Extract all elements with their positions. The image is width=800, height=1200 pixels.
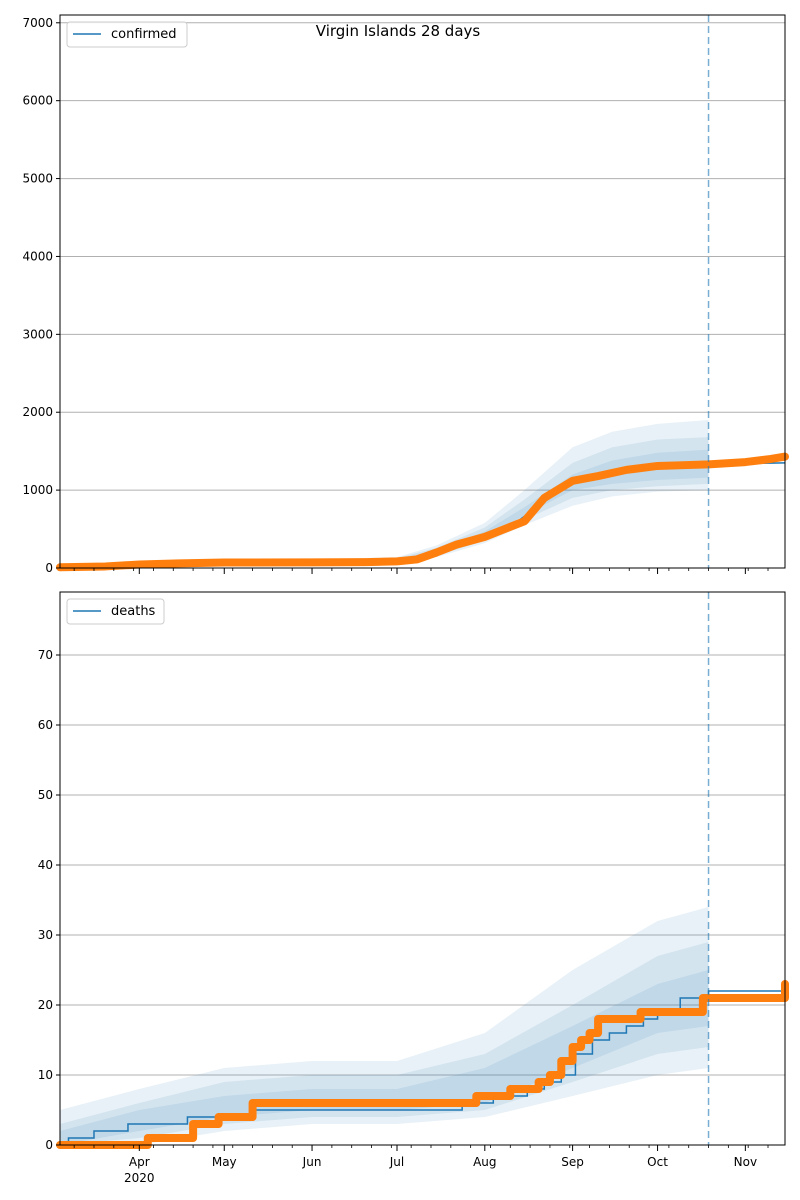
confirmed-ytick-label-1: 1000 — [22, 483, 53, 497]
deaths-legend-box — [66, 598, 165, 625]
confirmed-band-2 — [60, 449, 709, 568]
deaths-ytick-label-3: 30 — [38, 928, 53, 942]
confirmed-observed-line — [56, 452, 789, 572]
deaths-band-2 — [60, 970, 709, 1145]
figure-title: Virgin Islands 28 days — [316, 22, 481, 40]
deaths-panel: 0 10 20 30 40 50 60 70 Apr 2020 May Jun Jul Aug Sep Oct… — [38, 591, 789, 1185]
confirmed-legend: confirmed — [66, 21, 188, 48]
deaths-ytick-label-4: 40 — [38, 858, 53, 872]
xtick-label-4: Aug — [473, 1155, 496, 1169]
xtick-label-7: Nov — [734, 1155, 757, 1169]
confirmed-ytick-label-4: 4000 — [22, 249, 53, 263]
xtick-label-0: Apr — [129, 1155, 150, 1169]
deaths-band-1 — [60, 942, 709, 1145]
confirmed-axes-frame — [59, 14, 786, 569]
deaths-ytick-label-2: 20 — [38, 998, 53, 1012]
deaths-axes-frame — [59, 591, 786, 1146]
confirmed-ytick-label-7: 7000 — [22, 16, 53, 30]
xtick-label-3: Jul — [389, 1155, 404, 1169]
deaths-ytick-label-0: 0 — [45, 1138, 53, 1152]
confirmed-ytick-label-3: 3000 — [22, 327, 53, 341]
xtick-label-2: Jun — [302, 1155, 322, 1169]
deaths-ytick-label-6: 60 — [38, 718, 53, 732]
xtick-year-label: 2020 — [124, 1171, 155, 1185]
confirmed-ytick-label-6: 6000 — [22, 94, 53, 108]
deaths-legend-label: deaths — [111, 604, 156, 619]
confirmed-legend-box — [66, 21, 188, 48]
confirmed-ytick-label-2: 2000 — [22, 405, 53, 419]
confirmed-panel: 0 1000 2000 3000 4000 5000 6000 7000 confirmed — [22, 14, 789, 575]
xtick-label-5: Sep — [561, 1155, 584, 1169]
confirmed-ytick-label-0: 0 — [45, 561, 53, 575]
deaths-ytick-label-5: 50 — [38, 788, 53, 802]
xtick-label-6: Oct — [647, 1155, 668, 1169]
deaths-observed-line — [56, 980, 789, 1149]
confirmed-legend-label: confirmed — [111, 27, 177, 42]
xtick-label-1: May — [212, 1155, 237, 1169]
deaths-legend: deaths — [66, 598, 165, 625]
deaths-ytick-label-7: 70 — [38, 648, 53, 662]
confirmed-ytick-label-5: 5000 — [22, 172, 53, 186]
deaths-ytick-label-1: 10 — [38, 1068, 53, 1082]
confirmed-band-0 — [60, 420, 709, 568]
confirmed-band-1 — [60, 437, 709, 568]
